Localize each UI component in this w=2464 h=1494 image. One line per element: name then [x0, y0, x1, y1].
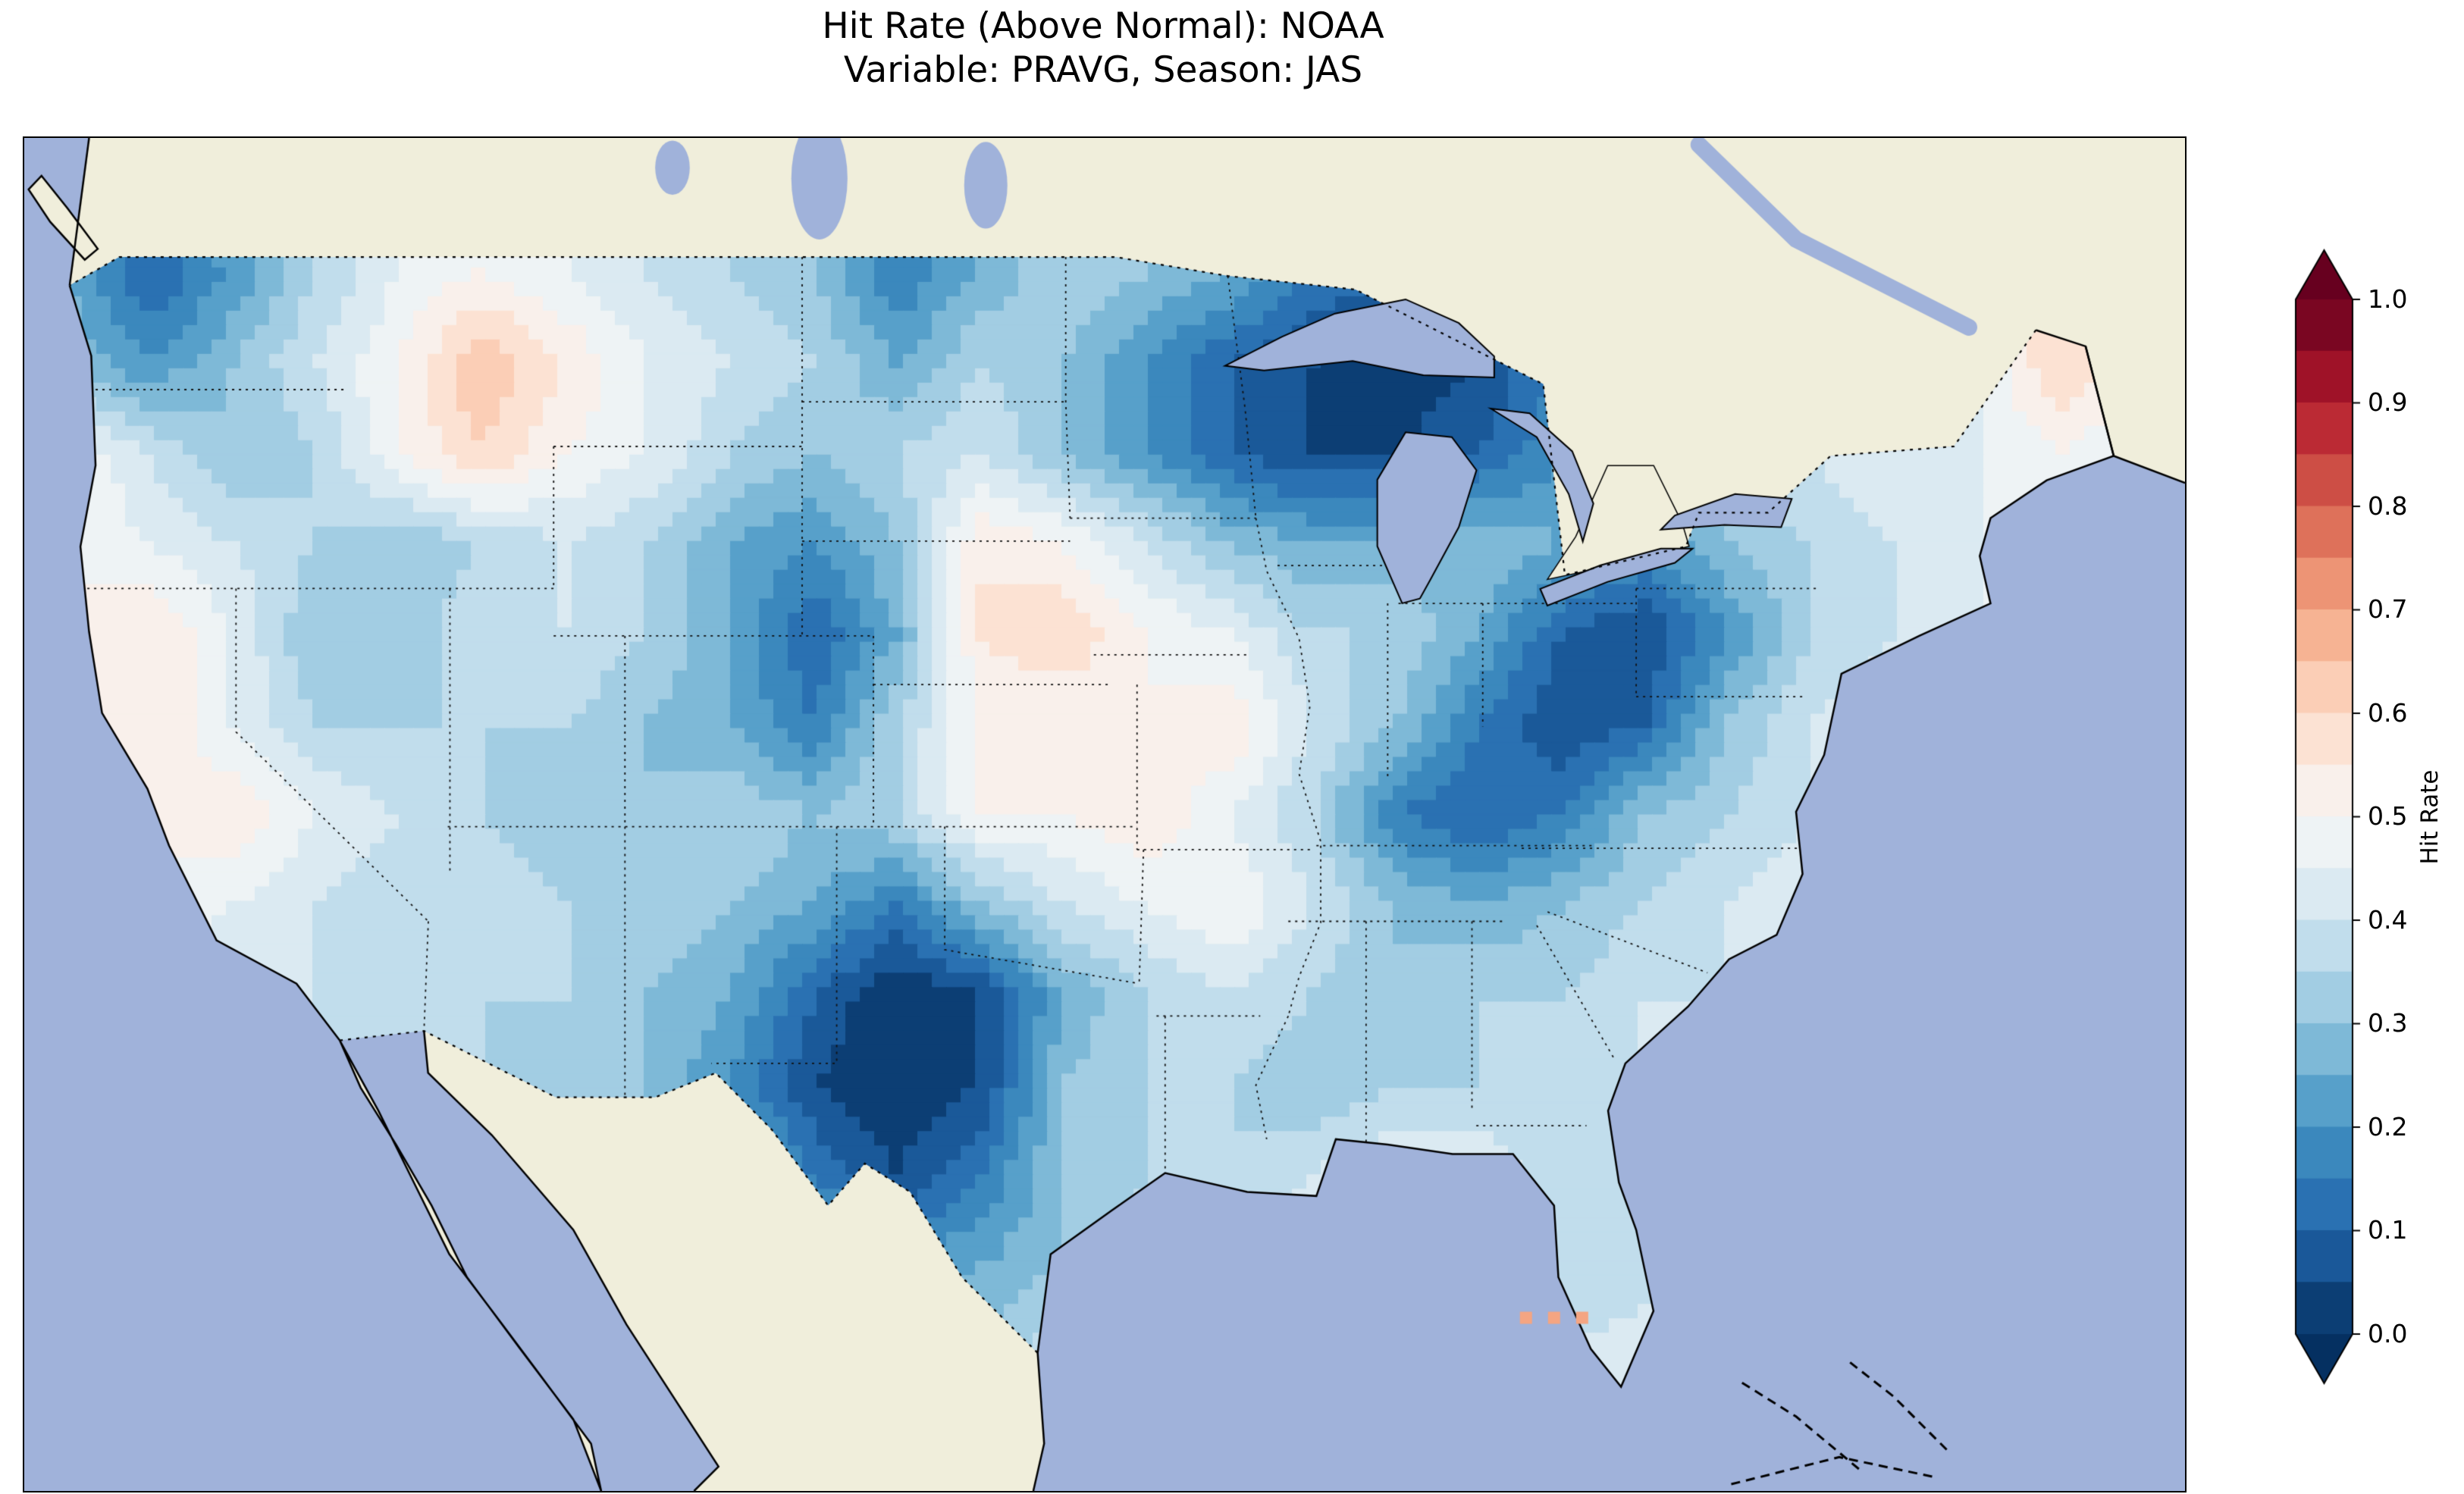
colorbar-tick: 0.2	[2368, 1112, 2408, 1142]
colorbar-tick: 0.8	[2368, 491, 2408, 521]
colorbar-tick: 0.3	[2368, 1008, 2408, 1038]
colorbar-tick: 0.1	[2368, 1215, 2408, 1245]
colorbar: 1.0 0.9 0.8 0.7 0.6 0.5 0.4 0.3 0.2 0.1 …	[2278, 243, 2464, 1425]
colorbar-tick: 0.6	[2368, 698, 2408, 728]
colorbar-tick: 1.0	[2368, 284, 2408, 314]
colorbar-tick: 0.0	[2368, 1319, 2408, 1348]
map-axes	[23, 136, 2187, 1492]
colorbar-tick: 0.9	[2368, 387, 2408, 417]
colorbar-canvas	[2278, 243, 2464, 1395]
chart-title: Hit Rate (Above Normal): NOAA	[822, 5, 1384, 47]
colorbar-tick: 0.7	[2368, 594, 2408, 624]
chart-subtitle: Variable: PRAVG, Season: JAS	[843, 49, 1363, 91]
map-canvas	[24, 138, 2185, 1491]
colorbar-label: Hit Rate	[2416, 769, 2444, 865]
colorbar-tick: 0.4	[2368, 905, 2408, 935]
colorbar-tick: 0.5	[2368, 801, 2408, 831]
chart-title-block: Hit Rate (Above Normal): NOAA Variable: …	[23, 5, 2183, 92]
